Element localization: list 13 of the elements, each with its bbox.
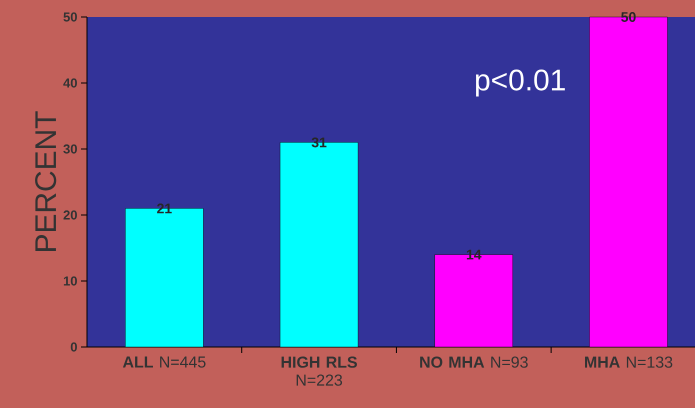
y-tick-label: 30 (63, 144, 77, 154)
x-tick-label: MHA N=133 (585, 356, 672, 368)
data-label: 14 (466, 250, 482, 260)
y-tick-label: 10 (64, 276, 77, 286)
annotation: p<0.01 (476, 69, 565, 97)
x-tick-label: ALL N=445 (122, 356, 206, 368)
y-tick-label: 20 (64, 210, 77, 220)
y-tick-label: 50 (63, 12, 77, 22)
y-axis-title: PERCENT (35, 111, 56, 251)
x-tick-label: HIGH RLS N=223 (282, 356, 357, 386)
y-tick-label: 0 (70, 342, 77, 352)
x-tick-label: NO MHA N=93 (420, 356, 528, 368)
y-tick-label: 40 (63, 78, 77, 88)
